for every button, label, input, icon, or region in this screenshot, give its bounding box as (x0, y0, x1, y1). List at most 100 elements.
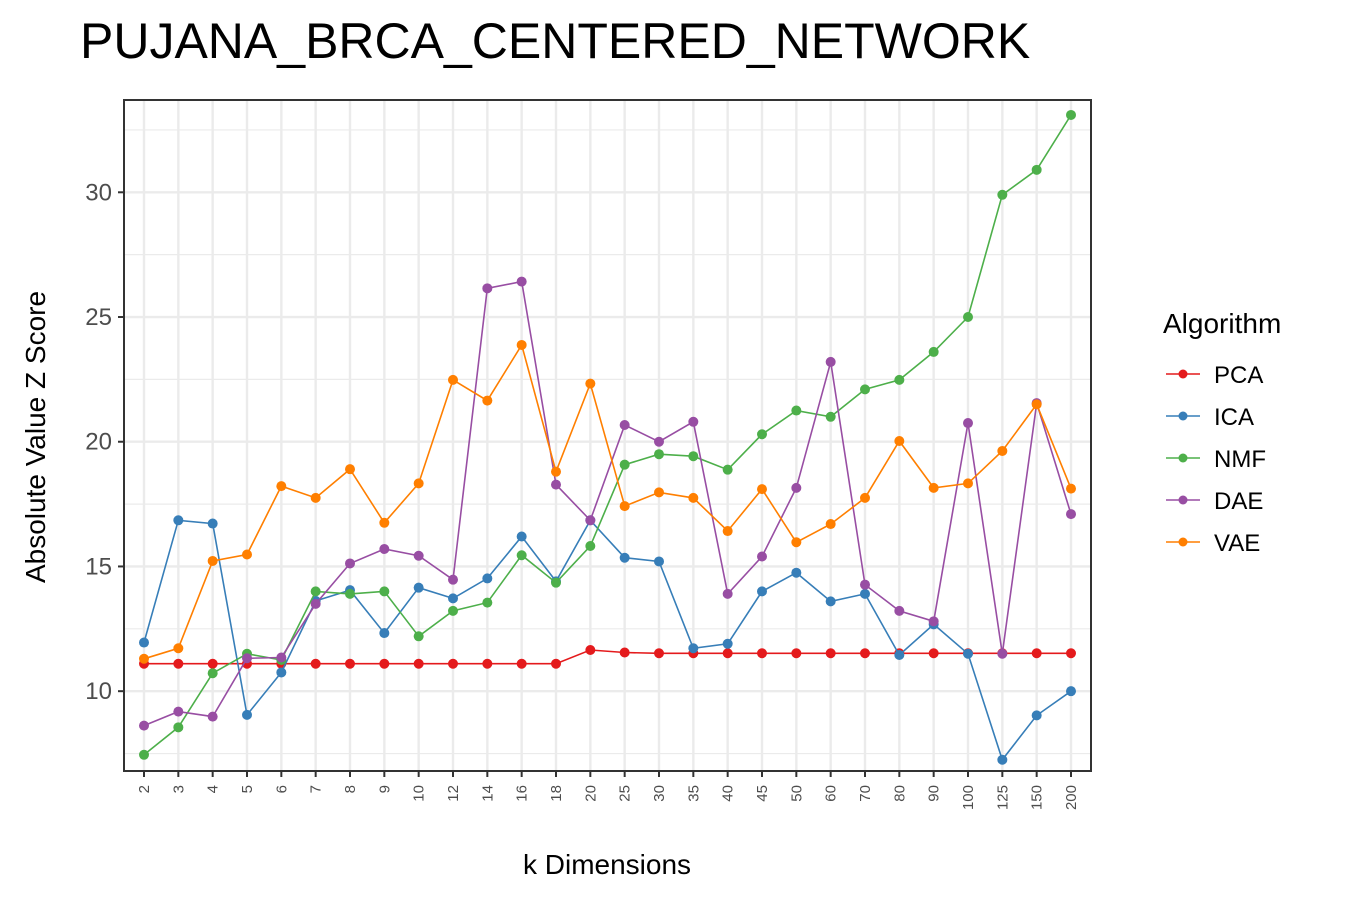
data-point-ica (997, 754, 1008, 765)
data-point-pca (757, 648, 767, 659)
legend-key-point (1178, 537, 1188, 547)
data-point-pca (619, 647, 630, 658)
data-point-ica (1031, 710, 1042, 721)
x-tick-label: 6 (273, 785, 290, 793)
y-tick-label: 25 (85, 304, 112, 331)
x-tick-label: 30 (651, 785, 668, 802)
x-tick-label: 35 (685, 785, 702, 802)
x-tick-label: 100 (960, 785, 977, 810)
data-point-pca (1031, 648, 1042, 659)
data-point-vae (894, 435, 905, 446)
data-point-dae (585, 515, 596, 526)
data-point-nmf (585, 541, 596, 552)
data-point-vae (551, 466, 561, 477)
data-point-dae (860, 579, 870, 590)
data-point-ica (619, 552, 630, 563)
data-point-vae (139, 653, 149, 664)
grid (124, 100, 1091, 771)
legend-label: VAE (1214, 530, 1260, 557)
x-tick-label: 5 (239, 785, 256, 793)
data-point-pca (482, 658, 493, 669)
data-point-nmf (722, 464, 733, 475)
data-point-vae (413, 478, 424, 489)
data-point-ica (276, 667, 287, 678)
legend-title: Algorithm (1163, 308, 1281, 339)
data-point-ica (516, 531, 527, 542)
data-point-dae (310, 598, 321, 609)
x-tick-label: 50 (788, 785, 805, 802)
data-point-dae (688, 416, 699, 427)
data-point-nmf (825, 411, 836, 422)
x-tick-label: 150 (1029, 785, 1046, 810)
data-point-vae (173, 643, 184, 654)
data-point-ica (448, 593, 458, 604)
data-point-dae (997, 648, 1008, 659)
x-tick-label: 18 (548, 785, 565, 802)
data-point-nmf (551, 577, 561, 588)
data-point-ica (139, 637, 149, 648)
data-point-dae (276, 652, 287, 663)
x-tick-label: 80 (891, 785, 908, 802)
x-tick-label: 2 (136, 785, 153, 793)
data-point-vae (379, 517, 390, 528)
series-layer (139, 109, 1076, 765)
series-line-nmf (143, 114, 1072, 756)
data-point-vae (1031, 399, 1042, 410)
data-point-dae (242, 653, 252, 664)
series-vae (139, 339, 1076, 664)
data-point-vae (928, 482, 939, 493)
x-tick-label: 25 (617, 785, 634, 802)
x-tick-label: 10 (411, 785, 428, 802)
x-tick-label: 125 (994, 785, 1011, 810)
series-line-dae (143, 280, 1072, 727)
data-point-nmf (928, 346, 939, 357)
legend-label: ICA (1214, 404, 1254, 431)
data-point-ica (791, 567, 802, 578)
series-line-ica (143, 518, 1072, 762)
y-tick-label: 15 (85, 553, 112, 580)
data-point-dae (207, 711, 218, 722)
data-point-ica (963, 648, 973, 659)
data-point-ica (894, 650, 905, 661)
data-point-vae (963, 478, 973, 489)
data-point-dae (928, 616, 939, 627)
data-point-dae (413, 550, 424, 561)
data-point-nmf (791, 405, 802, 416)
series-ica (139, 515, 1076, 765)
x-tick-label: 45 (754, 785, 771, 802)
data-point-pca (791, 648, 802, 659)
data-point-dae (448, 574, 458, 585)
legend-item-dae: DAE (1166, 488, 1263, 515)
data-point-pca (516, 658, 527, 669)
data-point-ica (482, 573, 493, 584)
data-point-nmf (860, 384, 870, 395)
legend: Algorithm PCA ICA NMF DAE VAE (1163, 308, 1281, 557)
data-point-pca (448, 658, 458, 669)
legend-item-vae: VAE (1166, 530, 1260, 557)
data-point-nmf (619, 459, 630, 470)
y-tick-label: 10 (85, 678, 112, 705)
data-point-pca (928, 648, 939, 659)
data-point-nmf (173, 722, 184, 733)
data-point-dae (345, 558, 355, 569)
plot-background (124, 100, 1091, 771)
data-point-vae (276, 481, 287, 492)
data-point-dae (654, 436, 664, 447)
data-point-pca (310, 658, 321, 669)
y-axis-title: Absolute Value Z Score (20, 291, 51, 583)
data-point-dae (173, 706, 184, 717)
data-point-ica (654, 556, 664, 567)
data-point-nmf (688, 451, 699, 462)
data-point-nmf (139, 749, 149, 760)
series-line-vae (143, 343, 1072, 660)
data-point-dae (1066, 509, 1076, 520)
plot-panel-border (123, 99, 1092, 772)
data-point-nmf (207, 668, 218, 679)
x-tick-label: 7 (308, 785, 325, 793)
data-point-dae (722, 588, 733, 599)
data-point-ica (379, 628, 390, 639)
data-point-vae (585, 378, 596, 389)
legend-key-point (1178, 411, 1188, 421)
y-tick-label: 20 (85, 429, 112, 456)
